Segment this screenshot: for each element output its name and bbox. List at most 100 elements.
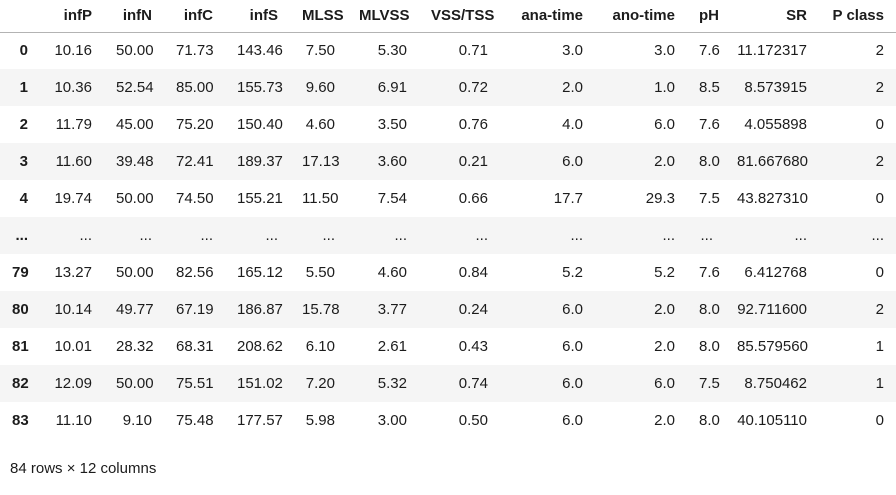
cell: 5.98: [305, 412, 335, 429]
dataframe-output: infP infN infC infS MLSS MLVSS VSS/TSS ana-time…: [0, 0, 896, 477]
dataframe-table: infP infN infC infS MLSS MLVSS VSS/TSS ana-time…: [0, 0, 896, 439]
cell: 75.20: [176, 116, 214, 133]
cell: 11.172317: [737, 42, 807, 60]
row-index: 4: [19, 190, 28, 207]
cell: 7.50: [305, 42, 335, 60]
cell: 75.48: [176, 412, 214, 429]
table-row: 79 13.27 50.00 82.56 165.12 5.50 4.60 0.84 5.2 5.…: [0, 254, 896, 291]
cell: 143.46: [237, 42, 283, 60]
cell: 7.6: [699, 116, 720, 133]
table-header: infP infN infC infS MLSS MLVSS VSS/TSS ana-time…: [0, 0, 896, 33]
cell: 40.105110: [737, 412, 807, 429]
cell: 68.31: [176, 338, 214, 355]
cell: 3.0: [562, 42, 583, 60]
row-index: 0: [19, 42, 28, 60]
cell: 165.12: [237, 264, 283, 281]
cell: 2.0: [654, 338, 675, 355]
cell: 186.87: [237, 301, 283, 318]
cell: 1: [875, 375, 884, 392]
cell: 9.60: [305, 79, 335, 96]
cell: 10.14: [54, 301, 92, 318]
cell: 2: [875, 79, 884, 96]
cell: 3.0: [654, 42, 675, 60]
cell: 3.60: [377, 153, 407, 170]
cell: 6.412768: [744, 264, 807, 281]
cell: 52.54: [116, 79, 154, 96]
cell: 0.21: [458, 153, 488, 170]
table-row: 2 11.79 45.00 75.20 150.40 4.60 3.50 0.76 4.0 6.0…: [0, 106, 896, 143]
cell: 0: [875, 190, 884, 207]
cell: 6.0: [562, 338, 583, 355]
cell: 10.36: [54, 79, 92, 96]
cell: 5.32: [377, 375, 407, 392]
row-index: 2: [19, 116, 28, 133]
cell: 10.16: [54, 42, 92, 60]
ellipsis-row: .......................................: [0, 217, 896, 254]
cell: 6.0: [562, 412, 583, 429]
cell: 50.00: [116, 375, 154, 392]
cell: 50.00: [116, 42, 154, 60]
cell: 5.30: [377, 42, 407, 60]
cell: 8.750462: [744, 375, 807, 392]
cell: ...: [139, 227, 152, 244]
cell: 28.32: [116, 338, 154, 355]
cell: 6.0: [562, 153, 583, 170]
column-header: SR: [725, 0, 819, 33]
cell: 8.0: [699, 301, 720, 318]
column-header: infN: [104, 0, 164, 33]
cell: 5.2: [562, 264, 583, 281]
cell: 155.21: [237, 190, 283, 207]
cell: 3.77: [377, 301, 407, 318]
cell: 1: [875, 338, 884, 355]
table-row: 4 19.74 50.00 74.50 155.21 11.50 7.54 0.66 17.7 2…: [0, 180, 896, 217]
cell: 0.76: [458, 116, 488, 133]
cell: 85.00: [176, 79, 214, 96]
column-header: ano-time: [595, 0, 687, 33]
cell: 71.73: [176, 42, 214, 60]
cell: 11.60: [55, 153, 92, 170]
cell: ...: [475, 227, 488, 244]
cell: 12.09: [54, 375, 92, 392]
cell: 50.00: [116, 264, 154, 281]
column-header: infC: [164, 0, 225, 33]
row-index: 81: [12, 338, 29, 355]
cell: 208.62: [237, 338, 283, 355]
cell: 11.10: [55, 412, 92, 429]
cell: 8.0: [699, 412, 720, 429]
table-row: 83 11.10 9.10 75.48 177.57 5.98 3.00 0.50 6.0 2.0…: [0, 402, 896, 439]
cell: ...: [394, 227, 407, 244]
cell: 0.74: [458, 375, 488, 392]
cell: 82.56: [176, 264, 214, 281]
cell: 0.24: [458, 301, 488, 318]
cell: 2.0: [654, 412, 675, 429]
cell: ...: [794, 227, 807, 244]
column-header: infP: [40, 0, 104, 33]
cell: 2: [875, 301, 884, 318]
table-footer: 84 rows × 12 columns: [10, 460, 157, 477]
row-index: 79: [12, 264, 29, 281]
cell: 19.74: [54, 190, 92, 207]
cell: 81.667680: [737, 153, 808, 170]
cell: 29.3: [645, 190, 675, 207]
cell: 177.57: [237, 412, 283, 429]
row-index: ...: [15, 227, 28, 244]
table-row: 3 11.60 39.48 72.41 189.37 17.13 3.60 0.21 6.0 2.…: [0, 143, 896, 180]
column-header: infS: [225, 0, 290, 33]
column-header: P class: [819, 0, 896, 33]
column-header: MLVSS: [347, 0, 419, 33]
cell: 8.0: [699, 153, 720, 170]
cell: ...: [200, 227, 213, 244]
cell: 8.0: [699, 338, 720, 355]
cell: 3.50: [377, 116, 407, 133]
cell: ...: [322, 227, 335, 244]
cell: 4.0: [562, 116, 583, 133]
cell: 2: [875, 153, 884, 170]
cell: 4.055898: [744, 116, 807, 133]
cell: 151.02: [237, 375, 283, 392]
cell: 0: [875, 412, 884, 429]
table-row: 1 10.36 52.54 85.00 155.73 9.60 6.91 0.72 2.0 1.0…: [0, 69, 896, 106]
cell: 0.50: [458, 412, 488, 429]
cell: 0.71: [458, 42, 488, 60]
cell: 155.73: [237, 79, 283, 96]
cell: ...: [570, 227, 583, 244]
